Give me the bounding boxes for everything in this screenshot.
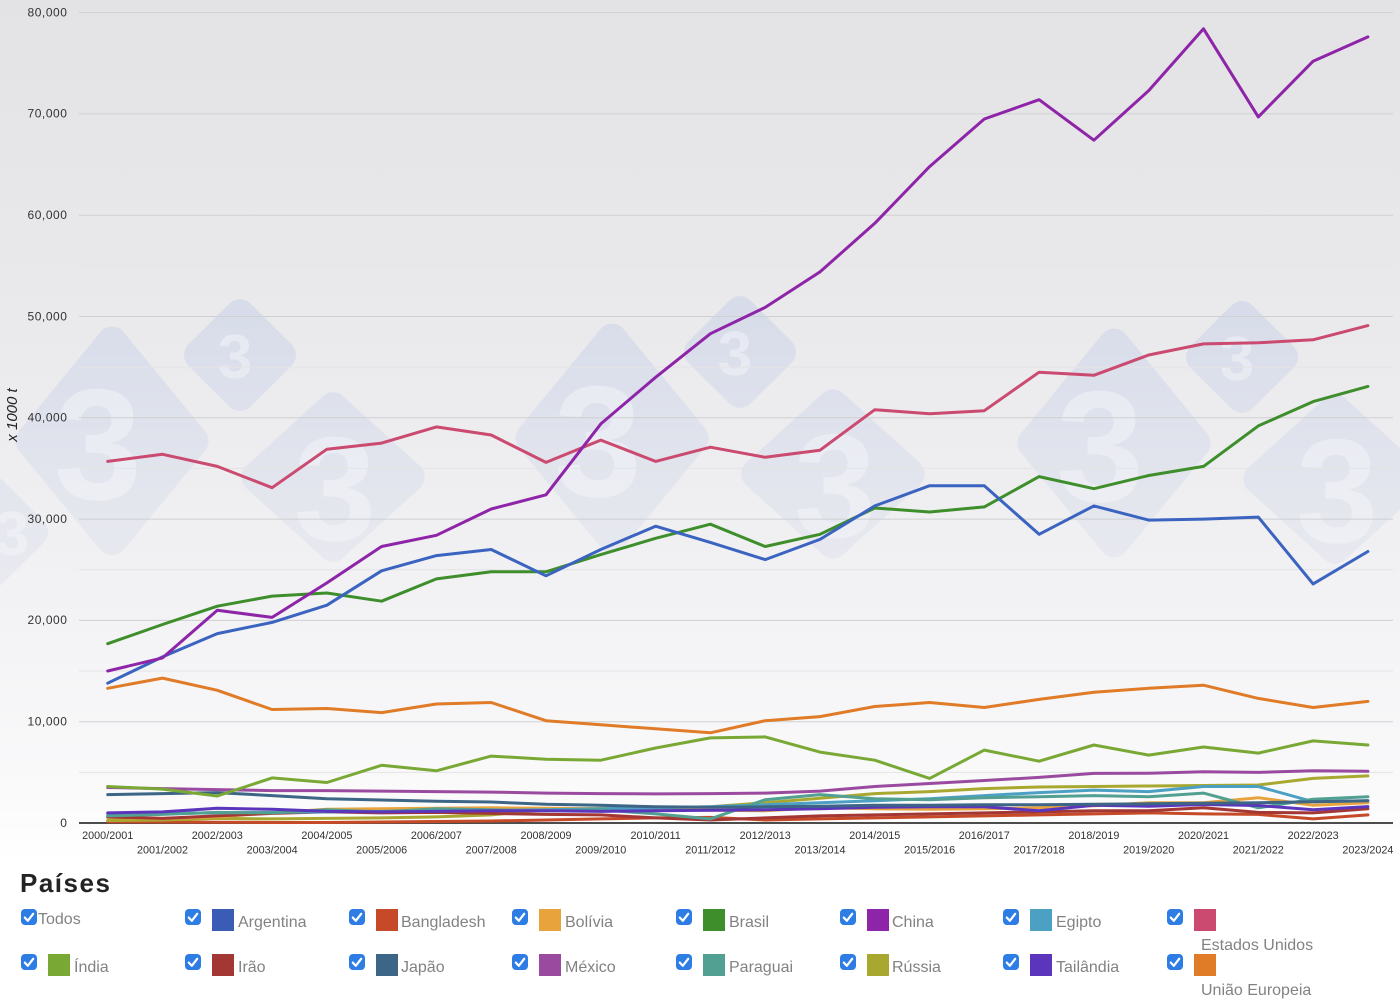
svg-text:60,000: 60,000 xyxy=(27,208,67,222)
svg-text:2015/2016: 2015/2016 xyxy=(904,845,955,857)
svg-text:2007/2008: 2007/2008 xyxy=(466,845,517,857)
svg-text:2017/2018: 2017/2018 xyxy=(1014,845,1065,857)
svg-text:2004/2005: 2004/2005 xyxy=(301,830,352,842)
svg-text:80,000: 80,000 xyxy=(27,5,67,19)
svg-text:2009/2010: 2009/2010 xyxy=(575,845,626,857)
svg-text:0: 0 xyxy=(60,816,67,830)
svg-text:3: 3 xyxy=(1220,325,1254,394)
svg-text:2006/2007: 2006/2007 xyxy=(411,830,462,842)
svg-text:2001/2002: 2001/2002 xyxy=(137,845,188,857)
svg-text:2008/2009: 2008/2009 xyxy=(520,830,571,842)
svg-text:2013/2014: 2013/2014 xyxy=(794,845,845,857)
svg-text:3: 3 xyxy=(718,320,752,389)
svg-text:3: 3 xyxy=(54,357,142,533)
svg-text:2022/2023: 2022/2023 xyxy=(1288,830,1339,842)
svg-text:20,000: 20,000 xyxy=(27,613,67,627)
svg-text:3: 3 xyxy=(794,404,876,569)
svg-text:2011/2012: 2011/2012 xyxy=(685,845,735,857)
svg-text:3: 3 xyxy=(0,500,29,569)
svg-text:50,000: 50,000 xyxy=(27,309,67,323)
svg-text:2018/2019: 2018/2019 xyxy=(1068,830,1119,842)
svg-text:2023/2024: 2023/2024 xyxy=(1342,845,1393,857)
svg-text:3: 3 xyxy=(294,407,376,572)
svg-text:2005/2006: 2005/2006 xyxy=(356,845,407,857)
svg-text:2016/2017: 2016/2017 xyxy=(959,830,1010,842)
svg-text:30,000: 30,000 xyxy=(27,512,67,526)
svg-text:2019/2020: 2019/2020 xyxy=(1123,845,1174,857)
svg-text:x 1000 t: x 1000 t xyxy=(4,387,21,442)
svg-text:3: 3 xyxy=(218,323,252,392)
svg-text:2020/2021: 2020/2021 xyxy=(1178,830,1229,842)
svg-text:70,000: 70,000 xyxy=(27,107,67,121)
svg-text:10,000: 10,000 xyxy=(27,715,67,729)
svg-text:3: 3 xyxy=(1296,409,1378,574)
svg-text:2012/2013: 2012/2013 xyxy=(740,830,791,842)
svg-text:2000/2001: 2000/2001 xyxy=(82,830,133,842)
svg-text:40,000: 40,000 xyxy=(27,411,67,425)
svg-text:2010/2011: 2010/2011 xyxy=(630,830,680,842)
svg-text:2014/2015: 2014/2015 xyxy=(849,830,900,842)
svg-text:2002/2003: 2002/2003 xyxy=(192,830,243,842)
svg-text:2021/2022: 2021/2022 xyxy=(1233,845,1284,857)
svg-text:2003/2004: 2003/2004 xyxy=(247,845,298,857)
svg-text:3: 3 xyxy=(1056,359,1144,535)
